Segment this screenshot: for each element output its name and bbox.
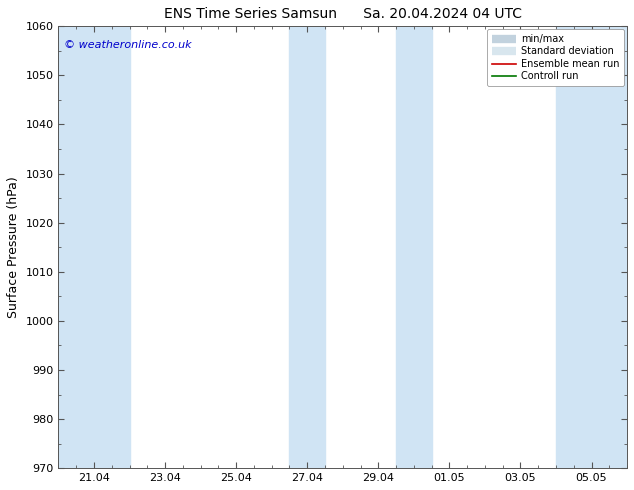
Legend: min/max, Standard deviation, Ensemble mean run, Controll run: min/max, Standard deviation, Ensemble me…	[487, 29, 624, 86]
Bar	[556, 26, 627, 468]
Bar	[290, 26, 325, 468]
Bar	[396, 26, 432, 468]
Y-axis label: Surface Pressure (hPa): Surface Pressure (hPa)	[7, 176, 20, 318]
Title: ENS Time Series Samsun      Sa. 20.04.2024 04 UTC: ENS Time Series Samsun Sa. 20.04.2024 04…	[164, 7, 522, 21]
Text: © weatheronline.co.uk: © weatheronline.co.uk	[64, 40, 192, 49]
Bar	[58, 26, 129, 468]
